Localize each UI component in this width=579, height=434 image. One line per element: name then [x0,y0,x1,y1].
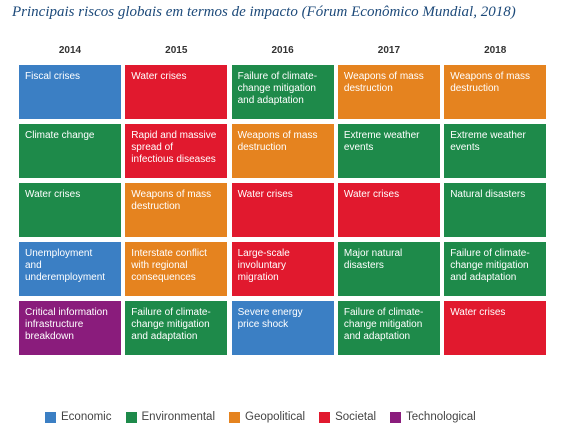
legend-label: Economic [61,411,112,423]
year-header: 2015 [165,45,188,56]
legend-label: Geopolitical [245,411,306,423]
legend-swatch [229,411,241,423]
risk-cell: Rapid and massive spread of infectious d… [125,124,228,178]
legend-label: Environmental [141,411,216,423]
legend-swatch [125,411,137,423]
risk-cell: Water crises [231,183,334,237]
risk-cell: Failure of climate- change mitigation an… [444,242,547,296]
title: Principais riscos globais em termos de i… [12,4,516,20]
risk-cell: Severe energy price shock [231,301,334,355]
risk-cell: Unemployment and underemployment [19,242,121,296]
risk-cell: Weapons of mass destruction [337,65,440,119]
legend-item: Geopolitical [229,411,305,423]
risk-cell: Major natural disasters [337,242,440,296]
legend-swatch [390,411,402,423]
risk-cell: Water crises [444,301,547,355]
legend-item: Economic [45,411,112,423]
legend-item: Societal [319,411,376,423]
risk-cell: Extreme weather events [337,124,440,178]
legend-item: Technological [390,411,476,423]
risk-cell: Failure of climate- change mitigation an… [337,301,440,355]
risk-cell: Extreme weather events [444,124,547,178]
year-header: 2014 [58,45,82,56]
legend-item: Environmental [125,411,216,423]
risk-cell: Weapons of mass destruction [444,65,547,119]
risk-cell: Failure of climate- change mitigation an… [231,65,334,119]
risk-cell: Large-scale involuntary migration [231,242,334,296]
legend: Economic Environmental Geopolitical Societa… [45,411,476,423]
risk-cell: Fiscal crises [19,65,121,119]
legend-swatch [319,411,331,423]
risk-cell: Water crises [125,65,228,119]
year-header: 2017 [377,45,401,56]
risk-cell: Failure of climate- change mitigation an… [125,301,228,355]
year-header: 2018 [484,45,507,56]
risk-cell: Water crises [337,183,440,237]
risk-cell: Critical information infrastructure brea… [19,301,121,355]
legend-swatch [45,411,56,423]
legend-label: Technological [406,411,476,423]
risk-cell: Climate change [19,124,121,178]
risk-cell: Weapons of mass destruction [231,124,334,178]
risk-cell: Weapons of mass destruction [125,183,228,237]
year-header: 2016 [271,45,294,56]
legend-label: Societal [335,411,377,423]
risk-cell: Water crises [19,183,121,237]
risk-cell: Interstate conflict with regional conseq… [125,242,228,296]
risk-cell: Natural disasters [444,183,547,237]
